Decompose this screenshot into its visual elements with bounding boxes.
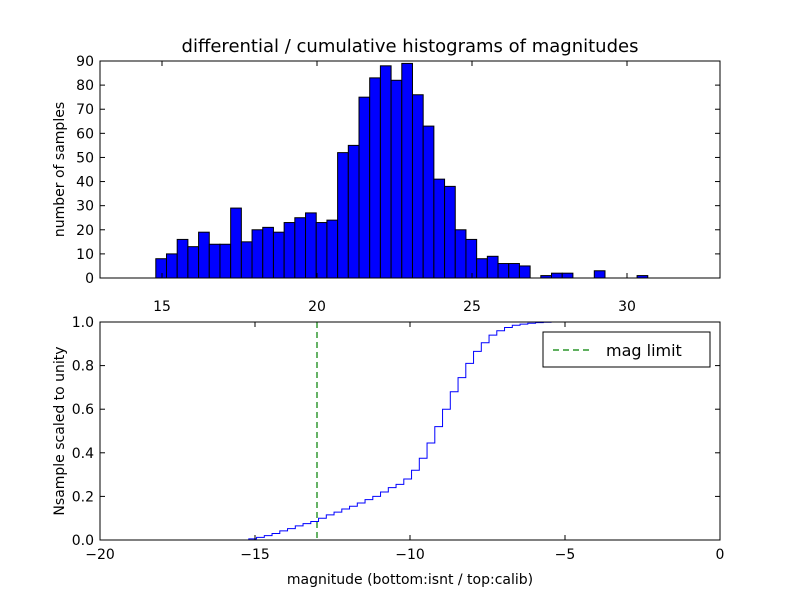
top-plot-ticks: 0 10 20 30 40 50 60 70 80 90 15 20 25 30 [76,54,720,315]
y-tick-label: 10 [76,247,94,263]
y-tick-label: 90 [76,54,94,70]
histogram-bar [305,212,317,279]
y-tick-label: 0.6 [72,402,94,418]
histogram-bar [165,253,178,279]
histogram-bar [230,207,242,279]
histogram-bar [518,265,531,279]
y-tick-label: 0.0 [72,533,94,549]
legend-box [542,331,711,368]
histogram-bar [251,229,264,279]
histogram-bar [497,263,510,279]
y-tick-label: 50 [76,150,94,166]
x-tick-label: 0 [716,547,725,563]
y-tick-label: 0 [85,271,94,287]
top-histogram-plot: differential / cumulative histograms of … [52,36,721,315]
histogram-bar [272,231,285,279]
x-tick-label: −10 [395,547,425,563]
histogram-bar [326,219,339,279]
top-plot-title: differential / cumulative histograms of … [182,36,639,57]
bottom-plot-xlabel: magnitude (bottom:isnt / top:calib) [287,572,533,588]
histogram-bar [551,272,563,279]
top-plot-frame [99,60,721,279]
histogram-bar [486,255,499,279]
histogram-bar [176,238,189,279]
histogram-bar [390,79,403,279]
y-tick-label: 80 [76,78,94,94]
histogram-bar [476,258,488,279]
histogram-bar [411,94,424,279]
histogram-bar [155,258,167,279]
y-tick-label: 0.4 [72,446,94,462]
y-tick-label: 40 [76,175,94,191]
y-tick-label: 70 [76,102,94,118]
cumulative-line [100,321,721,541]
y-tick-label: 20 [76,223,94,239]
histogram-bar [187,246,200,279]
x-tick-label: −20 [85,547,115,563]
legend-label-mag-limit: mag limit [606,341,682,360]
histogram-bar [294,217,307,279]
bottom-plot-frame [99,321,721,541]
histogram-bar [508,263,520,279]
histogram-bar [262,226,274,279]
histogram-bar [422,125,435,279]
x-tick-label: 15 [153,299,171,315]
histogram-bars [155,62,649,279]
y-tick-label: 0.2 [72,489,94,505]
x-tick-label: −5 [555,547,576,563]
histogram-bar [379,65,392,279]
histogram-bar [219,243,232,279]
histogram-bar [347,144,360,279]
x-tick-label: 25 [463,299,481,315]
histogram-bar [401,62,413,279]
histogram-bar [240,241,253,279]
x-tick-label: −15 [240,547,270,563]
x-tick-label: 20 [308,299,326,315]
histogram-bar [593,270,606,279]
histogram-bar [561,272,574,279]
histogram-bar [198,231,210,279]
histogram-bar [433,178,446,279]
top-plot-ylabel: number of samples [52,102,68,237]
histogram-bar [454,229,467,279]
histogram-bar [283,222,296,279]
histogram-bar [315,222,328,279]
y-tick-label: 1.0 [72,315,94,331]
bottom-plot-ylabel: Nsample scaled to unity [52,346,68,515]
y-tick-label: 30 [76,199,94,215]
histogram-bar [465,238,478,279]
y-tick-label: 0.8 [72,359,94,375]
histogram-bar [444,185,456,279]
bottom-cumulative-plot: 0.0 0.2 0.4 0.6 0.8 1.0 −20 −15 −10 −5 0 mag limit… [52,315,724,588]
histogram-bar [369,77,381,279]
histogram-bar [208,243,221,279]
x-tick-label: 30 [618,299,636,315]
legend: mag limit [542,331,711,368]
histogram-bar [337,152,349,279]
y-tick-label: 60 [76,126,94,142]
histogram-bar [358,96,371,279]
